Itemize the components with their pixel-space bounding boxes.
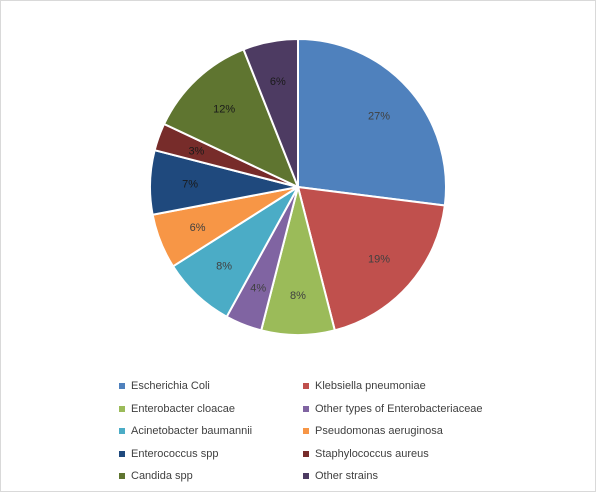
data-label-1: 19% xyxy=(368,253,390,265)
pie-slice-8 xyxy=(162,48,300,189)
pie-slice-9 xyxy=(242,37,299,188)
legend-swatch-5 xyxy=(303,428,309,435)
legend-label-7: Staphylococcus aureus xyxy=(315,447,429,460)
legend-label-8: Candida spp xyxy=(131,470,193,483)
legend-item-4: Acinetobacter baumannii xyxy=(119,420,303,443)
legend-swatch-8 xyxy=(119,473,125,480)
data-label-2: 8% xyxy=(290,290,306,302)
legend-swatch-4 xyxy=(119,428,125,435)
legend-item-9: Other strains xyxy=(303,465,553,488)
data-label-9: 6% xyxy=(270,76,286,88)
legend-item-6: Enterococcus spp xyxy=(119,443,303,466)
legend-item-5: Pseudomonas aeruginosa xyxy=(303,420,553,443)
legend-item-1: Klebsiella pneumoniae xyxy=(303,375,553,398)
pie-slice-1 xyxy=(296,185,446,332)
legend-swatch-2 xyxy=(119,405,125,412)
legend-label-6: Enterococcus spp xyxy=(131,447,219,460)
chart-legend: Escherichia Coli Klebsiella pneumoniae Ent… xyxy=(119,375,559,488)
pie-slice-0 xyxy=(297,37,447,207)
data-label-6: 7% xyxy=(182,179,198,191)
legend-label-5: Pseudomonas aeruginosa xyxy=(315,425,443,438)
legend-label-0: Escherichia Coli xyxy=(131,380,210,393)
legend-item-0: Escherichia Coli xyxy=(119,375,303,398)
legend-label-3: Other types of Enterobacteriaceae xyxy=(315,402,483,415)
legend-label-4: Acinetobacter baumannii xyxy=(131,425,253,438)
legend-label-1: Klebsiella pneumoniae xyxy=(315,380,426,393)
data-label-5: 6% xyxy=(190,222,206,234)
legend-label-2: Enterobacter cloacae xyxy=(131,402,235,415)
legend-swatch-1 xyxy=(303,383,309,390)
data-label-4: 8% xyxy=(216,261,232,273)
legend-label-9: Other strains xyxy=(315,470,378,483)
legend-item-2: Enterobacter cloacae xyxy=(119,398,303,421)
data-label-0: 27% xyxy=(368,111,390,123)
data-label-7: 3% xyxy=(188,145,204,157)
data-label-8: 12% xyxy=(213,103,235,115)
legend-swatch-3 xyxy=(303,405,309,412)
legend-swatch-9 xyxy=(303,473,309,480)
legend-item-8: Candida spp xyxy=(119,465,303,488)
pie-chart: 27% 19% 8% 4% 8% 6% 7% 3% 12% 6% xyxy=(148,37,447,337)
legend-item-3: Other types of Enterobacteriaceae xyxy=(303,398,553,421)
data-label-3: 4% xyxy=(250,282,266,294)
legend-swatch-7 xyxy=(303,450,309,457)
legend-swatch-6 xyxy=(119,450,125,457)
legend-item-7: Staphylococcus aureus xyxy=(303,443,553,466)
legend-swatch-0 xyxy=(119,383,125,390)
